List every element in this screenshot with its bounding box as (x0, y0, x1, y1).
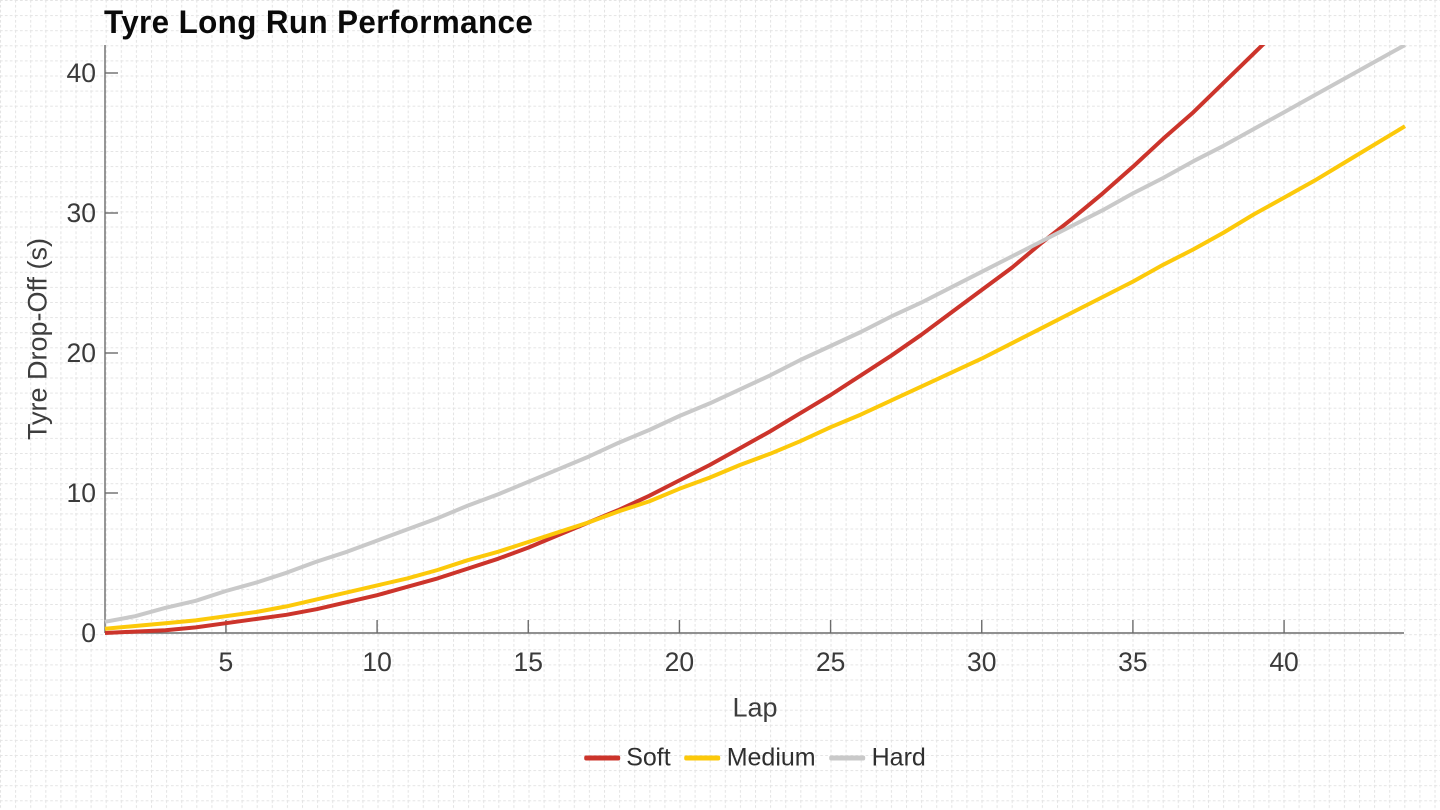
x-tick-label: 35 (1118, 647, 1147, 677)
legend-label-hard: Hard (871, 743, 926, 772)
legend-item-hard: Hard (829, 743, 926, 773)
series-line-medium (104, 124, 1407, 631)
legend-item-medium: Medium (684, 743, 816, 773)
legend-line-swatch-hard (829, 755, 866, 761)
x-tick-label: 30 (967, 647, 996, 677)
y-tick-label: 40 (67, 58, 96, 88)
legend: Soft Medium Hard (584, 744, 926, 773)
y-tick-label: 0 (81, 618, 96, 648)
y-tick-label: 30 (67, 198, 96, 228)
legend-label-soft: Soft (626, 743, 671, 772)
x-tick-label: 5 (219, 647, 234, 677)
legend-item-soft: Soft (584, 743, 671, 773)
x-tick-label: 10 (362, 647, 391, 677)
x-axis-title: Lap (732, 692, 778, 723)
legend-label-medium: Medium (726, 743, 816, 772)
y-tick-label: 20 (67, 338, 96, 368)
chart-title: Tyre Long Run Performance (104, 4, 534, 40)
series-line-soft (104, 45, 1266, 635)
legend-line-swatch-soft (584, 755, 621, 761)
legend-line-swatch-medium (684, 755, 721, 761)
x-tick-label: 15 (514, 647, 543, 677)
x-tick-label: 25 (816, 647, 845, 677)
x-tick-label: 20 (665, 647, 694, 677)
series-line-hard (104, 45, 1406, 624)
x-tick-label: 40 (1269, 647, 1298, 677)
y-axis-title: Tyre Drop-Off (s) (22, 237, 53, 441)
y-tick-label: 10 (67, 478, 96, 508)
